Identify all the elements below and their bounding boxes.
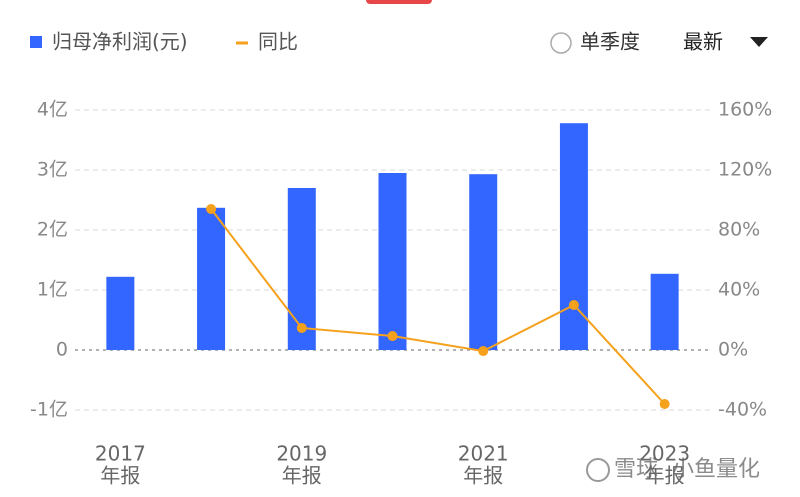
point [478, 346, 489, 357]
y-tick-label: -1亿 [30, 399, 68, 421]
x-tick-label: 年报 [100, 464, 140, 488]
x-tick-label: 年报 [282, 464, 322, 488]
y-tick-label: 2亿 [37, 219, 68, 241]
point [296, 322, 307, 333]
y2-tick-label: 80% [718, 219, 760, 241]
line [210, 208, 666, 405]
y2-tick-label: 160% [718, 99, 772, 121]
y-tick-label: 0 [56, 339, 68, 361]
watermark-text: 雪球 [614, 457, 658, 482]
point [387, 331, 398, 342]
top-tab [366, 0, 432, 4]
bar [469, 174, 498, 350]
y-tick-label: 4亿 [37, 99, 68, 121]
period-select[interactable]: 最新 [683, 30, 723, 54]
y2-tick-label: 120% [718, 159, 772, 181]
watermark: 雪球 小鱼量化 [586, 457, 760, 482]
bar [197, 207, 226, 350]
y-tick-label: 3亿 [37, 159, 68, 181]
radio[interactable] [550, 32, 572, 54]
bar [378, 173, 407, 350]
y2-tick-label: 40% [718, 279, 760, 301]
x-tick-label: 年报 [463, 464, 503, 488]
point [568, 300, 579, 310]
dropdown-arrow[interactable] [750, 37, 768, 47]
x-tick-label: 2019 [276, 442, 327, 466]
x-tick-label: 2017 [95, 442, 146, 466]
x-tick-label: 年报 [645, 464, 685, 488]
y2-tick-label: -40% [718, 399, 767, 421]
option-label[interactable]: 单季度 [580, 30, 640, 54]
bar [559, 123, 588, 350]
y-tick-label: 1亿 [37, 279, 68, 301]
bar [106, 276, 135, 350]
x-tick-label: 2023 [639, 442, 690, 466]
x-tick-label: 2021 [458, 442, 509, 466]
watermark-icon [586, 458, 610, 482]
legend-swatch [30, 36, 42, 48]
bar [650, 273, 679, 350]
legend-label: 归母净利润(元) [52, 30, 188, 54]
point [659, 399, 670, 409]
y2-tick-label: 0% [718, 339, 748, 361]
point [206, 204, 217, 214]
legend-label: 同比 [258, 30, 298, 54]
watermark-text: 小鱼量化 [672, 457, 760, 482]
